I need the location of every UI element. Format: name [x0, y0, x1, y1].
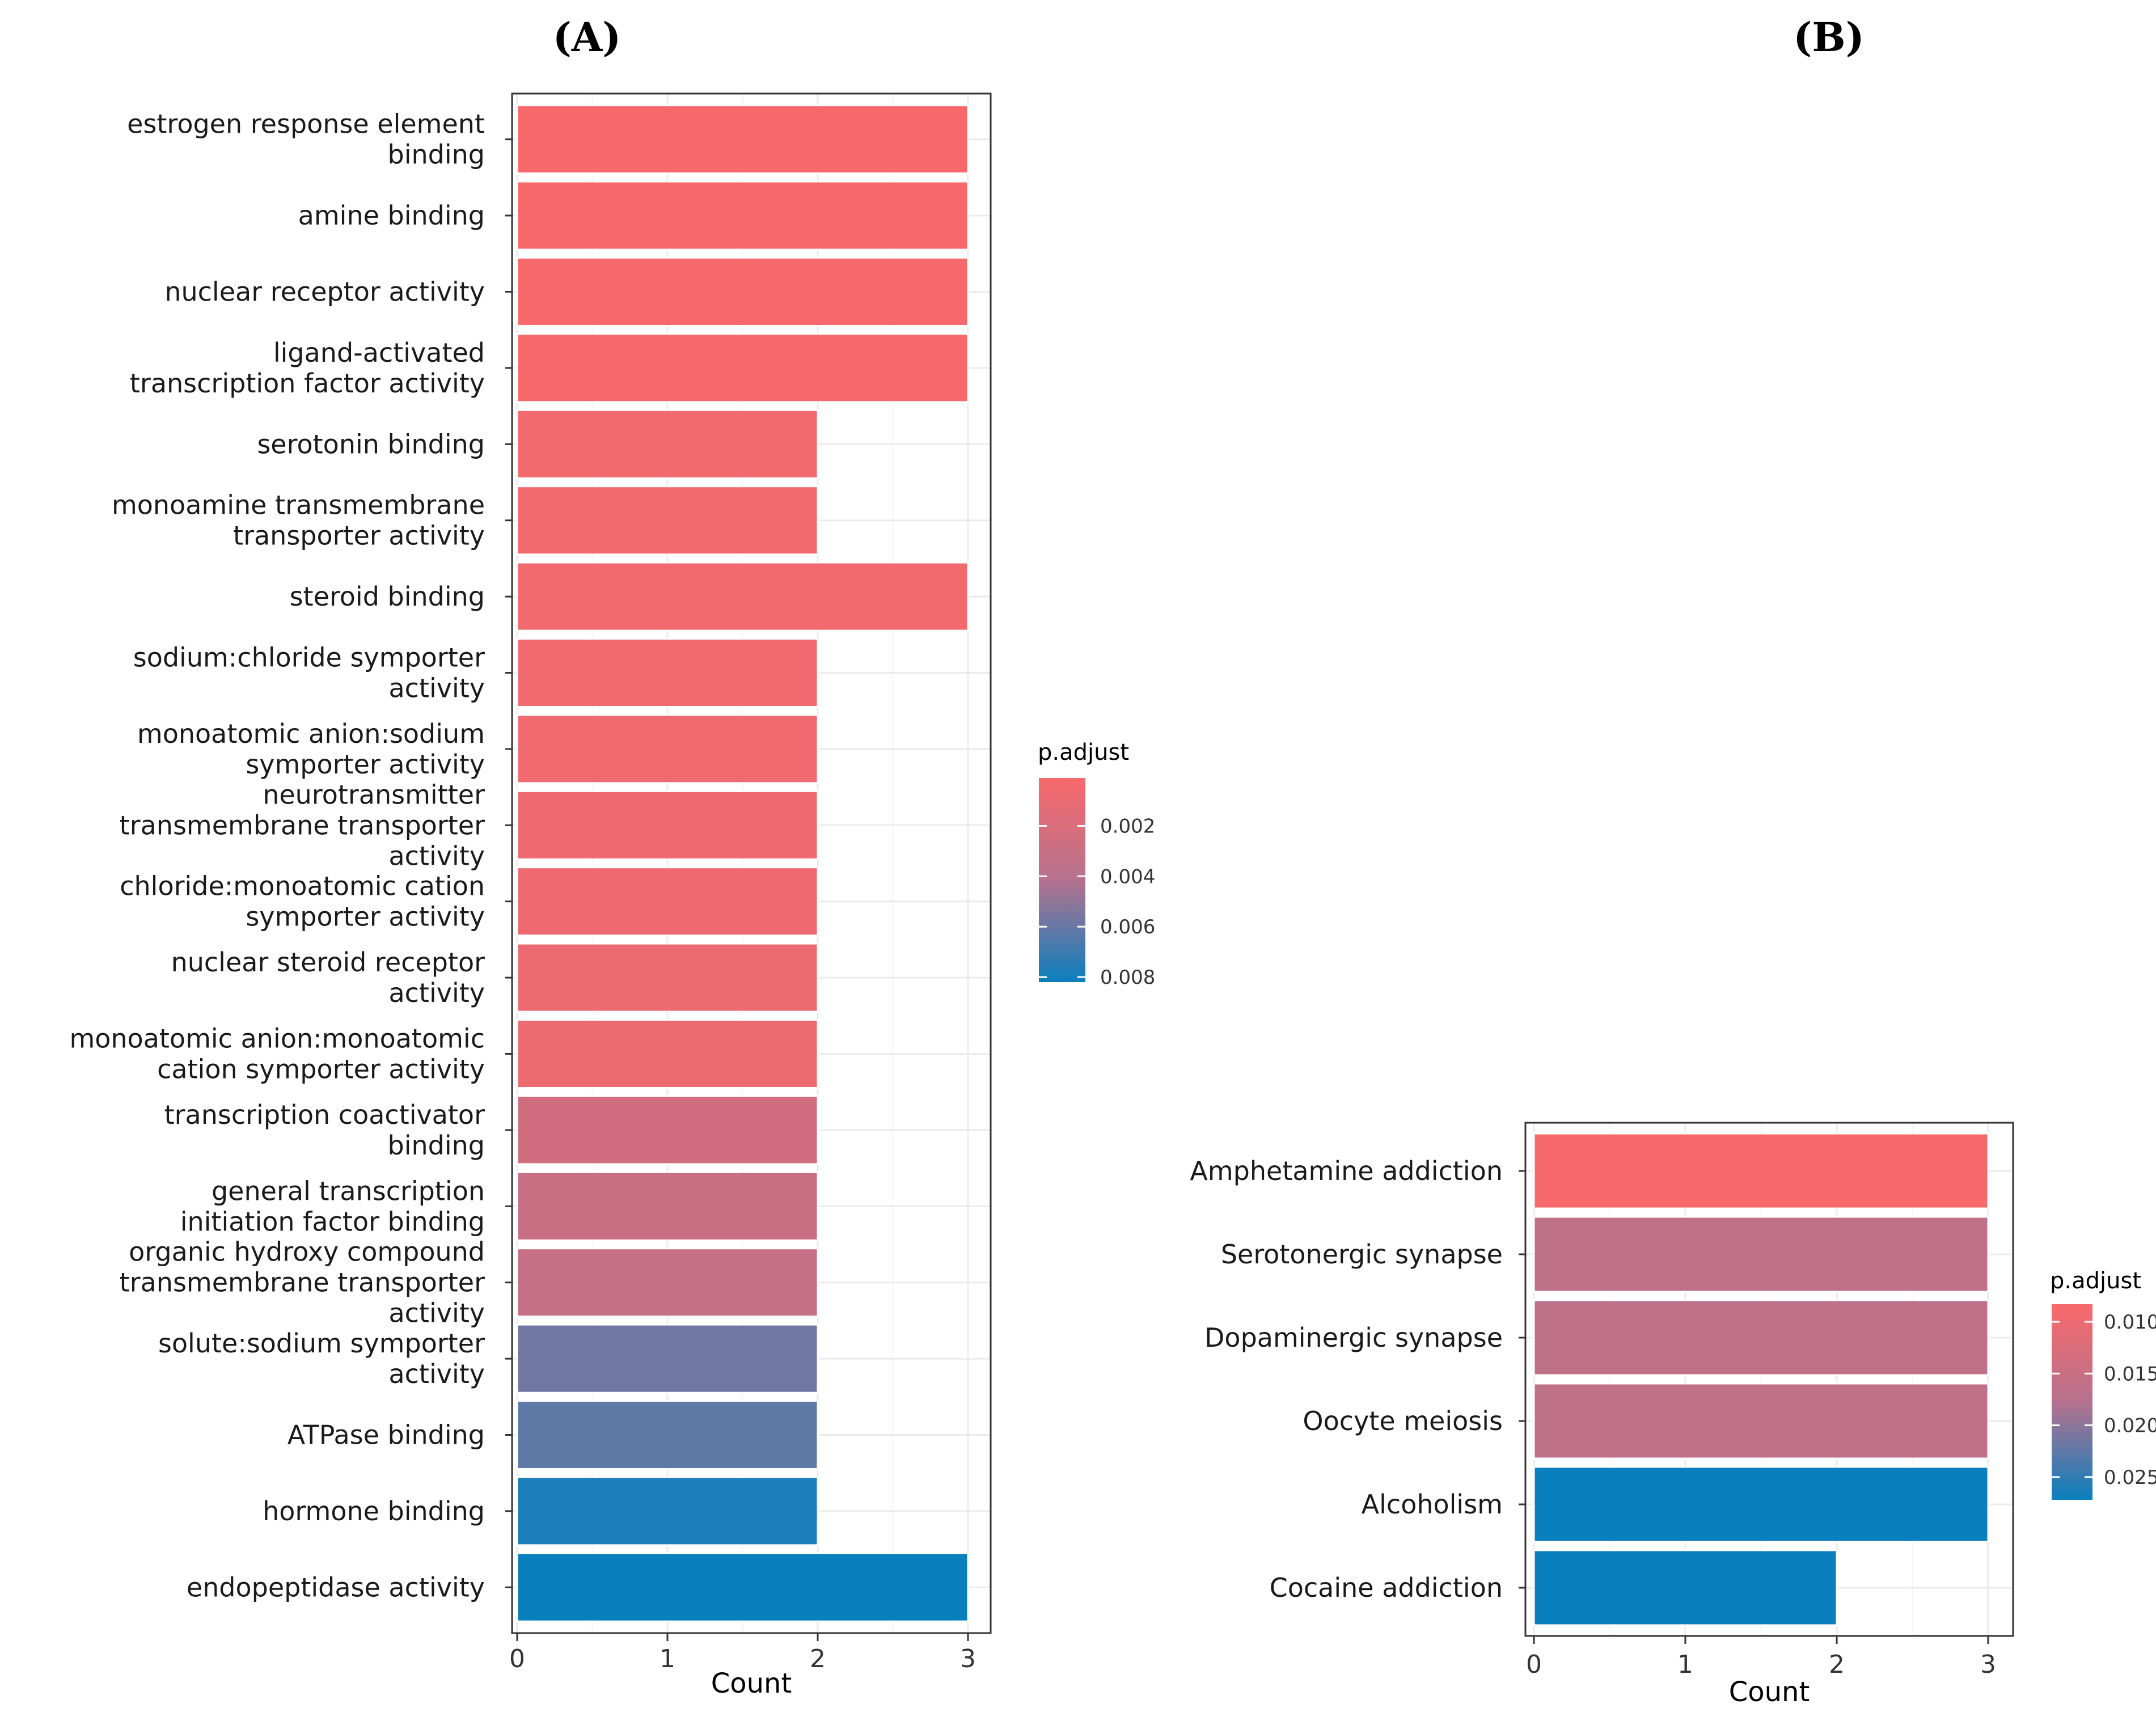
- category-label: nuclear receptor activity: [164, 277, 485, 307]
- bar: [516, 333, 969, 403]
- bar: [516, 180, 969, 251]
- panel-label-b: (B): [1793, 14, 1864, 61]
- bar: [1533, 1382, 1989, 1460]
- category-label: solute:sodium symporter activity: [158, 1328, 485, 1389]
- x-tick-label: 0: [509, 1644, 525, 1673]
- category-label: general transcription initiation factor b…: [180, 1175, 485, 1237]
- x-tick-label: 3: [960, 1644, 976, 1673]
- chart-b-x-ticks: 0 1 2 3: [1526, 1636, 1996, 1679]
- category-label: endopeptidase activity: [187, 1572, 485, 1602]
- chart-a-panel-border: [511, 92, 992, 1634]
- bar: [516, 638, 819, 708]
- bar: [1533, 1132, 1989, 1209]
- bar: [516, 1552, 969, 1622]
- legend-tick-label: 0.025: [2104, 1466, 2156, 1489]
- legend-tick-label: 0.006: [1100, 916, 1155, 938]
- bar: [516, 561, 969, 632]
- category-label: transcription coactivator binding: [164, 1099, 485, 1161]
- bar: [516, 1476, 819, 1546]
- bar: [516, 790, 819, 860]
- category-label: nuclear steroid receptor activity: [171, 947, 485, 1008]
- category-label: estrogen response element binding: [127, 109, 485, 170]
- category-label: Alcoholism: [1362, 1489, 1503, 1520]
- category-label: ligand-activated transcription factor act…: [130, 337, 485, 399]
- chart-a-bars: [516, 104, 969, 1622]
- chart-a: estrogen response element binding amine bi…: [69, 92, 1155, 1699]
- chart-a-legend-colorbar: [1039, 778, 1085, 982]
- category-label: monoatomic anion:sodium symporter activit…: [137, 718, 485, 780]
- category-label: chloride:monoatomic cation symporter acti…: [120, 871, 485, 932]
- chart-b-legend-ticks: 0.010 0.015 0.020 0.025: [2052, 1311, 2156, 1489]
- bar: [516, 714, 819, 784]
- bar: [516, 104, 969, 175]
- category-label: Serotonergic synapse: [1221, 1239, 1503, 1270]
- bar: [516, 1171, 819, 1241]
- chart-a-category-labels: estrogen response element binding amine bi…: [69, 109, 512, 1602]
- category-label: Cocaine addiction: [1270, 1572, 1503, 1603]
- legend-tick-label: 0.010: [2104, 1311, 2156, 1334]
- bar: [516, 409, 819, 479]
- chart-b-category-labels: Amphetamine addiction Serotonergic synaps…: [1190, 1156, 1525, 1603]
- bar: [516, 257, 969, 327]
- category-label: organic hydroxy compound transmembrane tr…: [120, 1237, 485, 1329]
- bar: [1533, 1216, 1989, 1293]
- bar: [516, 1247, 819, 1318]
- bar: [516, 1019, 819, 1089]
- category-label: sodium:chloride symporter activity: [133, 642, 485, 704]
- category-label: ATPase binding: [288, 1420, 485, 1450]
- bar: [1533, 1549, 1838, 1626]
- bar: [516, 866, 819, 937]
- legend-tick-label: 0.002: [1100, 815, 1155, 838]
- bar: [516, 1095, 819, 1165]
- x-tick-label: 3: [1980, 1650, 1996, 1679]
- category-label: hormone binding: [263, 1496, 485, 1526]
- category-label: monoamine transmembrane transporter activ…: [112, 490, 485, 551]
- legend-tick-label: 0.015: [2104, 1363, 2156, 1385]
- bar: [1533, 1466, 1989, 1543]
- bar: [516, 1323, 819, 1394]
- legend-tick-label: 0.004: [1100, 865, 1155, 888]
- x-tick-label: 1: [1677, 1650, 1693, 1679]
- chart-a-legend-ticks: 0.002 0.004 0.006 0.008: [1039, 815, 1155, 989]
- legend-tick-label: 0.008: [1100, 966, 1155, 989]
- chart-b-legend-colorbar: [2052, 1304, 2092, 1500]
- chart-a-x-axis-title: Count: [711, 1668, 792, 1699]
- chart-b: Amphetamine addiction Serotonergic synaps…: [1190, 1122, 2156, 1708]
- chart-b-bars: [1533, 1132, 1989, 1626]
- bar: [516, 485, 819, 556]
- chart-b-legend-title: p.adjust: [2050, 1268, 2141, 1294]
- category-label: serotonin binding: [257, 429, 485, 459]
- category-label: Dopaminergic synapse: [1204, 1322, 1503, 1353]
- chart-a-legend-title: p.adjust: [1038, 739, 1129, 766]
- bar: [516, 942, 819, 1013]
- category-label: Amphetamine addiction: [1190, 1156, 1503, 1186]
- chart-a-legend: p.adjust 0.002 0.004 0.006 0.008: [1038, 739, 1155, 989]
- panel-label-a: (A): [553, 14, 622, 61]
- bar: [516, 1400, 819, 1470]
- x-tick-label: 0: [1526, 1650, 1542, 1679]
- category-label: steroid binding: [290, 581, 485, 612]
- category-label: Oocyte meiosis: [1303, 1406, 1503, 1436]
- chart-b-x-axis-title: Count: [1729, 1676, 1810, 1708]
- bar: [1533, 1299, 1989, 1376]
- x-tick-label: 2: [1829, 1650, 1845, 1679]
- legend-tick-label: 0.020: [2104, 1415, 2156, 1437]
- category-label: neurotransmitter transmembrane transporte…: [120, 779, 485, 871]
- category-label: amine binding: [298, 200, 485, 231]
- x-tick-label: 2: [810, 1644, 826, 1673]
- chart-b-legend: p.adjust 0.010 0.015 0.020 0.025: [2050, 1268, 2156, 1500]
- chart-a-x-ticks: 0 1 2 3: [509, 1633, 976, 1673]
- chart-b-panel-border: [1524, 1122, 2014, 1637]
- category-label: monoatomic anion:monoatomic cation sympor…: [69, 1024, 485, 1085]
- x-tick-label: 1: [660, 1644, 675, 1673]
